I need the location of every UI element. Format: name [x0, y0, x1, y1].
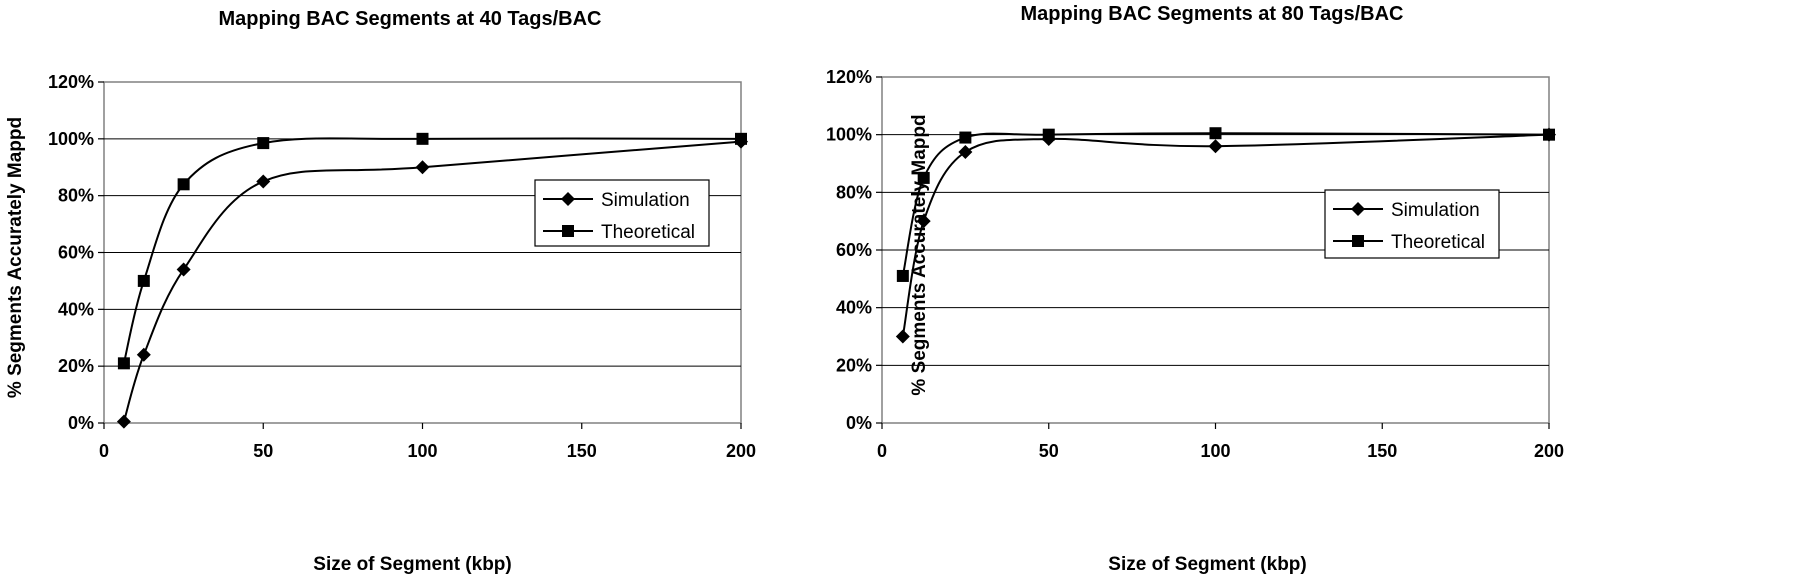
chart-panel-40-tags: Mapping BAC Segments at 40 Tags/BAC 0% 20%…	[5, 8, 756, 575]
x-tick-label: 50	[253, 441, 273, 461]
y-tick-label: 0%	[846, 413, 872, 433]
x-tick-label: 0	[877, 441, 887, 461]
data-point-theoretical	[735, 132, 747, 145]
y-tick-label: 120%	[48, 72, 94, 92]
data-point-simulation	[136, 347, 151, 362]
legend-label: Theoretical	[1391, 232, 1485, 253]
data-point-simulation	[256, 174, 271, 189]
y-tick-label: 100%	[826, 125, 872, 145]
y-tick-label: 100%	[48, 129, 94, 149]
x-tick-label: 200	[1534, 441, 1564, 461]
x-tick-label: 100	[1200, 441, 1230, 461]
y-tick-label: 40%	[58, 299, 94, 319]
y-tick-label: 80%	[58, 186, 94, 206]
y-tick-label: 0%	[68, 413, 94, 433]
y-tick-label: 120%	[826, 67, 872, 87]
data-point-theoretical	[177, 178, 190, 191]
x-tick-label: 100	[407, 441, 437, 461]
chart-title: Mapping BAC Segments at 80 Tags/BAC	[1020, 3, 1403, 25]
y-tick-label: 40%	[836, 298, 872, 318]
data-point-simulation	[958, 144, 973, 159]
data-point-simulation	[176, 262, 191, 277]
y-tick-label: 20%	[836, 355, 872, 375]
legend-marker-theoretical	[1352, 235, 1364, 247]
data-point-theoretical	[896, 269, 909, 282]
data-point-simulation	[895, 329, 910, 344]
x-tick-label: 50	[1039, 441, 1059, 461]
chart-80-tags: Mapping BAC Segments at 80 Tags/BAC 0% 20%…	[826, 3, 1564, 575]
chart-title: Mapping BAC Segments at 40 Tags/BAC	[218, 8, 601, 30]
y-axis-label: % Segments Accurately Mappd	[5, 117, 26, 398]
y-tick-label: 20%	[58, 356, 94, 376]
legend-label: Simulation	[1391, 200, 1480, 221]
x-tick-label: 200	[726, 441, 756, 461]
legend-marker-simulation	[561, 192, 575, 206]
chart-panel-80-tags: Mapping BAC Segments at 80 Tags/BAC 0% 20%…	[826, 0, 1800, 577]
data-point-simulation	[116, 414, 131, 429]
legend-box	[534, 179, 710, 247]
x-tick-label: 150	[1367, 441, 1397, 461]
y-tick-label: 60%	[58, 243, 94, 263]
y-axis-label: % Segments Accurately Mappd	[909, 114, 930, 395]
legend-marker-theoretical	[562, 225, 574, 237]
legend-marker-simulation	[1351, 202, 1365, 216]
data-point-simulation	[415, 160, 430, 175]
x-tick-label: 0	[99, 441, 109, 461]
x-tick-label: 150	[567, 441, 597, 461]
legend-label: Theoretical	[601, 222, 695, 243]
data-point-simulation	[916, 214, 931, 229]
data-point-theoretical	[917, 171, 930, 184]
y-tick-label: 60%	[836, 240, 872, 260]
data-point-theoretical	[137, 274, 150, 287]
data-point-theoretical	[117, 357, 130, 370]
data-point-theoretical	[959, 131, 972, 144]
data-point-theoretical	[416, 132, 429, 145]
data-point-theoretical	[1543, 128, 1555, 141]
data-point-theoretical	[1042, 128, 1055, 141]
data-point-theoretical	[1209, 127, 1222, 140]
chart-40-tags: Mapping BAC Segments at 40 Tags/BAC 0% 20%…	[5, 8, 756, 575]
x-axis-label: Size of Segment (kbp)	[313, 554, 511, 575]
legend-label: Simulation	[601, 190, 690, 211]
y-tick-label: 80%	[836, 182, 872, 202]
data-point-simulation	[1208, 139, 1223, 154]
x-axis-label: Size of Segment (kbp)	[1108, 554, 1306, 575]
data-point-theoretical	[257, 137, 270, 150]
